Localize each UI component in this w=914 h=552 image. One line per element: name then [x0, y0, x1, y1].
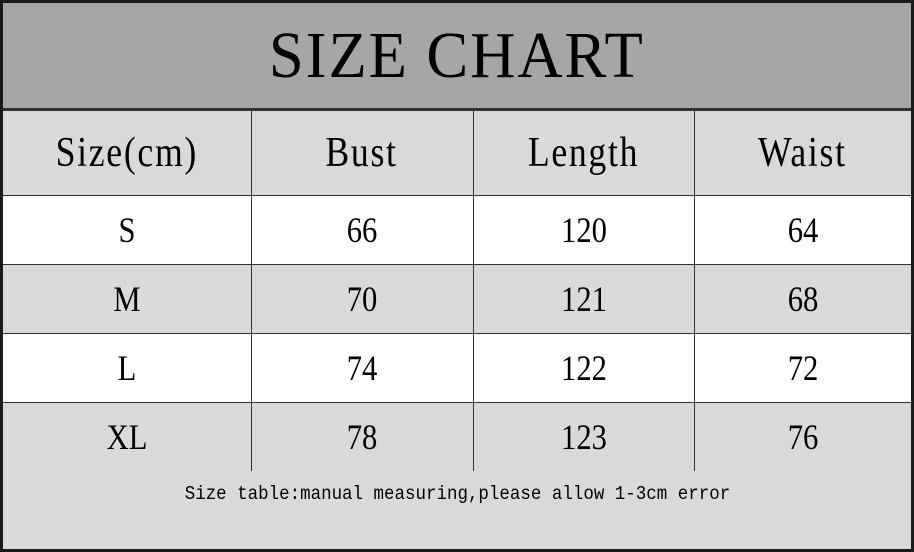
waist-value: 64	[787, 210, 819, 250]
length-value: 122	[560, 348, 607, 388]
table-row: S 66 120 64	[3, 195, 911, 265]
header-waist: Waist	[693, 110, 911, 196]
waist-value: 68	[787, 279, 819, 319]
header-bust-label: Bust	[325, 130, 399, 176]
cell-size: M	[3, 264, 252, 334]
cell-waist: 68	[693, 264, 911, 334]
length-value: 120	[560, 210, 607, 250]
size-table: Size(cm) Bust Length Waist S 66 120 64 M…	[3, 110, 911, 472]
chart-title: SIZE CHART	[269, 18, 645, 92]
table-row: M 70 121 68	[3, 264, 911, 334]
chart-title-band: SIZE CHART	[3, 3, 911, 110]
cell-bust: 78	[250, 402, 474, 472]
length-value: 123	[560, 417, 607, 457]
cell-length: 122	[472, 333, 695, 403]
bust-value: 70	[346, 279, 378, 319]
cell-size: XL	[3, 402, 252, 472]
table-row: L 74 122 72	[3, 333, 911, 403]
header-waist-label: Waist	[758, 130, 848, 176]
footnote: Size table:manual measuring,please allow…	[184, 483, 730, 505]
cell-length: 120	[472, 195, 695, 265]
header-bust: Bust	[250, 110, 474, 196]
cell-waist: 76	[693, 402, 911, 472]
cell-waist: 64	[693, 195, 911, 265]
size-value: S	[118, 210, 136, 250]
cell-bust: 70	[250, 264, 474, 334]
cell-size: L	[3, 333, 252, 403]
cell-bust: 66	[250, 195, 474, 265]
header-length-label: Length	[527, 130, 640, 176]
size-value: M	[113, 279, 141, 319]
cell-bust: 74	[250, 333, 474, 403]
cell-size: S	[3, 195, 252, 265]
size-value: L	[117, 348, 137, 388]
cell-length: 121	[472, 264, 695, 334]
cell-waist: 72	[693, 333, 911, 403]
size-value: XL	[106, 417, 148, 457]
footnote-row: Size table:manual measuring,please allow…	[3, 471, 911, 549]
cell-length: 123	[472, 402, 695, 472]
header-size: Size(cm)	[3, 110, 252, 196]
header-size-label: Size(cm)	[55, 130, 198, 176]
header-length: Length	[472, 110, 695, 196]
table-row: XL 78 123 76	[3, 402, 911, 472]
header-row: Size(cm) Bust Length Waist	[3, 110, 911, 196]
bust-value: 74	[346, 348, 378, 388]
waist-value: 76	[787, 417, 819, 457]
bust-value: 78	[346, 417, 378, 457]
length-value: 121	[560, 279, 607, 319]
bust-value: 66	[346, 210, 378, 250]
waist-value: 72	[787, 348, 819, 388]
